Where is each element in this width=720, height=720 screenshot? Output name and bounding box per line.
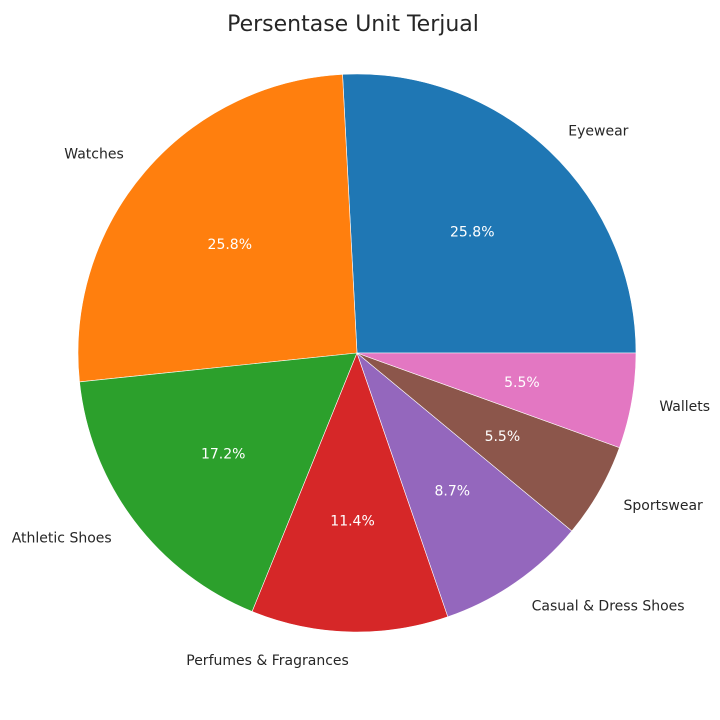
labels-layer: 25.8% Eyewear 25.8% Watches 17.2% Athletic Sh… [12, 123, 710, 668]
slices-layer [77, 73, 637, 633]
pie-slice-perfumes-and-fragrances [251, 352, 449, 633]
pie-slice-athletic-shoes [79, 352, 358, 612]
pie-percent-label-casual-and-dress-shoes: 8.7% [434, 484, 470, 500]
pie-slice-casual-and-dress-shoes [356, 352, 573, 618]
pie-category-label-wallets: Wallets [659, 399, 710, 415]
pie-slice-watches [77, 74, 358, 383]
pie-category-label-athletic-shoes: Athletic Shoes [12, 530, 112, 546]
pie-percent-label-sportswear: 5.5% [485, 429, 521, 445]
pie-percent-label-watches: 25.8% [208, 237, 252, 253]
pie-percent-label-eyewear: 25.8% [450, 225, 494, 241]
pie-percent-label-wallets: 5.5% [504, 375, 540, 391]
pie-percent-label-perfumes-and-fragrances: 11.4% [330, 513, 374, 529]
pie-category-label-watches: Watches [64, 147, 124, 163]
pie-slice-wallets [356, 352, 637, 448]
pie-category-label-sportswear: Sportswear [624, 498, 704, 514]
pie-percent-label-athletic-shoes: 17.2% [201, 447, 245, 463]
chart-title: Persentase Unit Terjual [227, 12, 479, 37]
pie-category-label-eyewear: Eyewear [568, 123, 628, 139]
pie-slice-eyewear [342, 73, 637, 354]
pie-category-label-casual-and-dress-shoes: Casual & Dress Shoes [532, 598, 685, 614]
pie-category-label-perfumes-and-fragrances: Perfumes & Fragrances [186, 653, 349, 669]
